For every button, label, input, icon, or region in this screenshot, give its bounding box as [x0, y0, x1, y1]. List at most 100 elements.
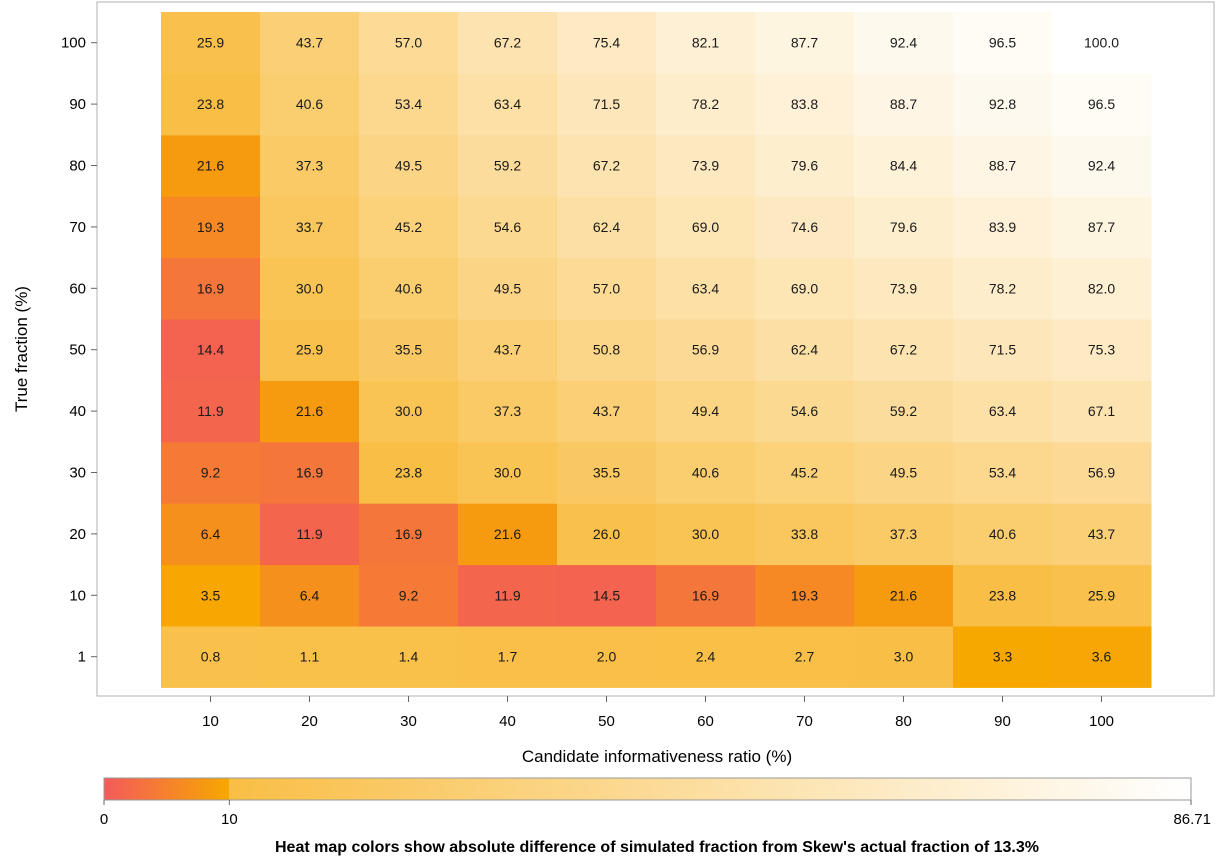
- cell-value-label: 40.6: [296, 96, 323, 112]
- y-tick-label: 20: [69, 526, 86, 543]
- cell-value-label: 11.9: [494, 587, 520, 603]
- heatmap-cell: [656, 441, 756, 504]
- heatmap-cell: [656, 626, 756, 688]
- heatmap-cell: [557, 503, 657, 566]
- cell-value-label: 63.4: [494, 96, 521, 112]
- heatmap-cell: [854, 441, 954, 504]
- cell-value-label: 57.0: [593, 280, 620, 296]
- heatmap-cell: [1052, 12, 1152, 74]
- cell-value-label: 79.6: [791, 158, 818, 174]
- cell-value-label: 37.3: [890, 526, 917, 542]
- y-tick-label: 80: [69, 158, 86, 175]
- y-tick-label: 40: [69, 403, 86, 420]
- heatmap-cell: [755, 73, 855, 136]
- cell-value-label: 78.2: [692, 96, 719, 112]
- heatmap-cell: [458, 319, 558, 381]
- heatmap-cell: [755, 196, 855, 259]
- cell-value-label: 88.7: [890, 96, 917, 112]
- cell-value-label: 87.7: [1088, 219, 1115, 235]
- cell-value-label: 37.3: [494, 403, 521, 419]
- cell-value-label: 6.4: [300, 587, 320, 603]
- cell-value-label: 50.8: [593, 342, 620, 358]
- x-tick-label: 70: [796, 713, 813, 730]
- heatmap-cell: [359, 73, 459, 136]
- colorbar-caption: Heat map colors show absolute difference…: [275, 839, 1039, 856]
- heatmap-cell: [458, 12, 558, 74]
- cell-value-label: 53.4: [989, 465, 1016, 481]
- heatmap-cell: [557, 564, 657, 627]
- heatmap-cell: [161, 380, 261, 443]
- cell-value-label: 40.6: [989, 526, 1016, 542]
- heatmap-cell: [359, 380, 459, 443]
- y-tick-label: 70: [69, 219, 86, 236]
- cell-value-label: 78.2: [989, 280, 1016, 296]
- cell-value-label: 19.3: [791, 587, 818, 603]
- heatmap-cell: [260, 134, 360, 197]
- heatmap-cell: [359, 134, 459, 197]
- cell-value-label: 14.4: [197, 342, 224, 358]
- heatmap-cell: [953, 257, 1053, 320]
- x-tick-label: 50: [598, 713, 615, 730]
- cell-value-label: 92.8: [989, 96, 1016, 112]
- cell-value-label: 26.0: [593, 526, 620, 542]
- cell-value-label: 92.4: [1088, 158, 1115, 174]
- cell-value-label: 63.4: [692, 280, 719, 296]
- heatmap-cell: [557, 380, 657, 443]
- heatmap-cell: [359, 564, 459, 627]
- cell-value-label: 53.4: [395, 96, 422, 112]
- colorbar-frame: [103, 777, 1192, 801]
- x-tick-label: 80: [895, 713, 912, 730]
- heatmap-cell: [854, 380, 954, 443]
- cell-value-label: 92.4: [890, 35, 917, 51]
- heatmap-cell: [557, 441, 657, 504]
- heatmap-cell: [260, 12, 360, 74]
- heatmap-cell: [260, 503, 360, 566]
- heatmap-cell: [359, 626, 459, 688]
- heatmap-cell: [656, 503, 756, 566]
- heatmap-cell: [953, 12, 1053, 74]
- cell-value-label: 62.4: [791, 342, 818, 358]
- heatmap-cell: [161, 319, 261, 381]
- cell-value-label: 67.2: [494, 35, 521, 51]
- heatmap-cell: [854, 73, 954, 136]
- x-axis-ticks: 10 20 30 40 50 60 70 80 90 100: [202, 696, 1114, 730]
- heatmap-cell: [953, 73, 1053, 136]
- cell-value-label: 11.9: [296, 526, 322, 542]
- cell-value-label: 79.6: [890, 219, 917, 235]
- cell-value-label: 49.5: [395, 158, 422, 174]
- heatmap-cell: [755, 12, 855, 74]
- cell-value-label: 3.6: [1092, 649, 1112, 665]
- heatmap-cell: [953, 626, 1053, 688]
- heatmap-cell: [458, 134, 558, 197]
- cell-value-label: 74.6: [791, 219, 818, 235]
- heatmap-cell: [161, 503, 261, 566]
- heatmap-cell: [854, 12, 954, 74]
- heatmap-cell: [359, 196, 459, 259]
- heatmap-cell: [854, 134, 954, 197]
- colorbar: 0 10 86.71: [100, 777, 1211, 828]
- heatmap-cell: [656, 134, 756, 197]
- heatmap-cell: [953, 503, 1053, 566]
- cell-value-label: 100.0: [1084, 35, 1119, 51]
- colorbar-low-segment: [104, 778, 230, 800]
- heatmap-cell: [161, 73, 261, 136]
- cell-value-label: 1.4: [399, 649, 419, 665]
- cell-value-label: 0.8: [201, 649, 221, 665]
- cell-value-label: 67.2: [890, 342, 917, 358]
- cell-value-label: 3.3: [993, 649, 1013, 665]
- heatmap-cell: [557, 319, 657, 381]
- heatmap-cell: [557, 73, 657, 136]
- heatmap-cell: [359, 12, 459, 74]
- heatmap-cell: [953, 380, 1053, 443]
- heatmap-cell: [854, 503, 954, 566]
- cell-value-label: 25.9: [1088, 587, 1115, 603]
- cell-value-label: 35.5: [395, 342, 422, 358]
- heatmap-cell: [359, 441, 459, 504]
- heatmap-cell: [1052, 441, 1152, 504]
- cell-value-label: 73.9: [890, 280, 917, 296]
- heatmap-cell: [854, 319, 954, 381]
- heatmap-cell: [458, 196, 558, 259]
- cell-value-label: 3.5: [201, 587, 221, 603]
- colorbar-tick-label: 10: [221, 811, 238, 828]
